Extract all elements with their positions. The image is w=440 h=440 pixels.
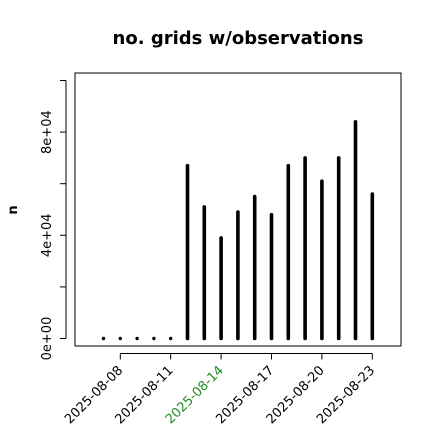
y-tick-label: 4e+04: [40, 213, 55, 257]
x-axis: 2025-08-082025-08-112025-08-142025-08-17…: [62, 353, 378, 427]
plot-box: [74, 72, 402, 347]
bar-2025-08-07: [101, 336, 106, 341]
bar-2025-08-10: [152, 336, 156, 341]
bar-2025-08-11: [169, 336, 173, 341]
chart-title: no. grids w/observations: [113, 28, 364, 49]
y-axis-label: n: [6, 205, 21, 214]
bars: [101, 119, 375, 341]
y-axis: 0e+00 4e+04 8e+04: [40, 80, 67, 361]
bar-2025-08-09: [135, 336, 139, 341]
y-tick-label: 0e+00: [40, 317, 55, 361]
bar-2025-08-08: [118, 336, 123, 341]
y-tick-label: 8e+04: [40, 110, 55, 154]
